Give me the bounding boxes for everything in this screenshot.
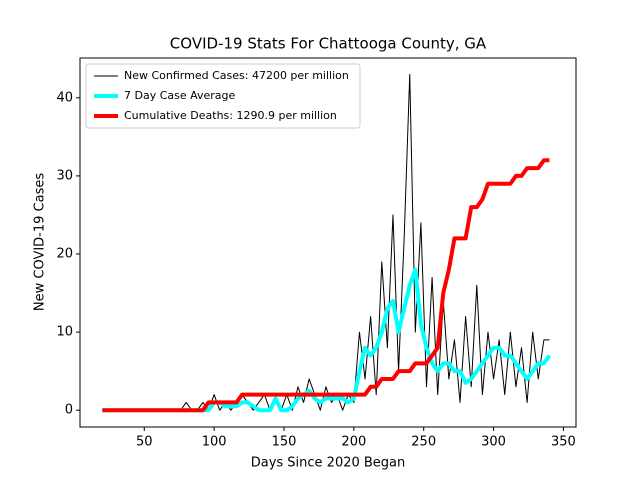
y-tick-label: 0 <box>65 403 73 418</box>
legend-label: 7 Day Case Average <box>124 89 236 102</box>
x-tick-label: 150 <box>272 435 297 450</box>
x-tick-label: 350 <box>551 435 576 450</box>
y-tick-label: 10 <box>56 325 73 340</box>
x-axis-label: Days Since 2020 Began <box>251 456 406 471</box>
x-tick-label: 200 <box>341 435 366 450</box>
x-tick-label: 100 <box>202 435 227 450</box>
y-tick-label: 30 <box>56 168 73 183</box>
legend-label: Cumulative Deaths: 1290.9 per million <box>124 109 337 122</box>
x-tick-label: 250 <box>411 435 436 450</box>
x-tick-label: 300 <box>481 435 506 450</box>
y-axis-label: New COVID-19 Cases <box>33 173 48 311</box>
y-tick-label: 40 <box>56 90 73 105</box>
y-tick-label: 20 <box>56 247 73 262</box>
x-tick-label: 50 <box>136 435 153 450</box>
legend-label: New Confirmed Cases: 47200 per million <box>124 69 349 82</box>
legend-box <box>85 63 361 129</box>
plot-frame <box>79 57 577 428</box>
data-line <box>102 158 550 413</box>
chart-title: COVID-19 Stats For Chattooga County, GA <box>170 35 487 53</box>
